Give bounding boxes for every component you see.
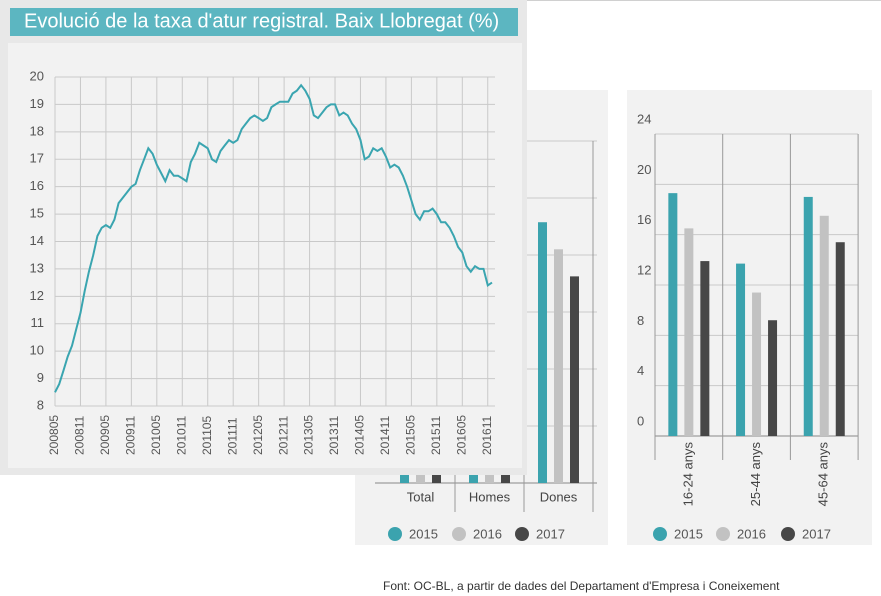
legend-swatch [515, 527, 529, 541]
x-tick-label: 201311 [327, 416, 341, 455]
y-tick-label: 18 [30, 123, 44, 138]
bar [668, 193, 678, 436]
bar [768, 320, 778, 436]
bar [819, 215, 829, 436]
y-tick-label: 8 [37, 397, 44, 412]
y-tick-label: 20 [637, 162, 651, 177]
bar [736, 263, 746, 436]
x-tick-label: 201411 [378, 416, 392, 455]
line-chart: Evolució de la taxa d'atur registral. Ba… [0, 0, 527, 475]
y-tick-label: 10 [30, 343, 44, 358]
y-tick-label: 8 [637, 313, 644, 328]
legend-swatch [452, 527, 466, 541]
x-tick-label: 45-64 anys [816, 442, 831, 507]
x-tick-label: 201605 [454, 415, 468, 455]
y-tick-label: 4 [637, 363, 644, 378]
chart-title: Evolució de la taxa d'atur registral. Ba… [24, 10, 499, 32]
legend-swatch [653, 527, 667, 541]
x-tick-label: 201211 [276, 416, 290, 455]
bar [570, 276, 579, 483]
legend-label: 2017 [536, 526, 565, 541]
x-tick-label: 201105 [200, 416, 214, 455]
x-tick-label: 201505 [404, 415, 418, 455]
legend-label: 2017 [802, 526, 831, 541]
panel [627, 90, 872, 545]
y-tick-label: 17 [30, 151, 44, 166]
x-tick-label: 200805 [47, 415, 61, 455]
bar [835, 242, 845, 436]
y-tick-label: 12 [637, 262, 651, 277]
x-tick-label: 201011 [174, 416, 188, 455]
x-tick-label: 201611 [480, 416, 494, 455]
legend-swatch [781, 527, 795, 541]
legend-label: 2015 [674, 526, 703, 541]
y-tick-label: 20 [30, 68, 44, 83]
bar [752, 292, 762, 436]
source-note: Font: OC-BL, a partir de dades del Depar… [383, 579, 780, 593]
x-tick-label: Total [407, 489, 435, 504]
y-tick-label: 24 [637, 111, 651, 126]
bar [700, 261, 710, 436]
legend-swatch [716, 527, 730, 541]
x-tick-label: 201405 [353, 415, 367, 455]
bar [803, 196, 813, 436]
legend-swatch [388, 527, 402, 541]
y-tick-label: 16 [637, 212, 651, 227]
age-chart: 0 4 8 12 16 20 24 16-24 anys 25-44 anys 45-64 any… [627, 90, 872, 545]
line-series [54, 83, 493, 393]
bar [684, 228, 694, 436]
x-tick-label: 25-44 anys [748, 442, 763, 507]
panel [8, 43, 522, 468]
x-tick-label: 200905 [98, 415, 112, 455]
y-tick-label: 19 [30, 96, 44, 111]
legend-label: 2015 [409, 526, 438, 541]
title-bar [10, 8, 518, 36]
y-tick-label: 16 [30, 178, 44, 193]
y-tick-label: 11 [31, 315, 45, 330]
legend-label: 2016 [737, 526, 766, 541]
x-tick-label: 201005 [149, 415, 163, 455]
x-tick-label: 200811 [73, 416, 87, 455]
y-tick-label: 15 [30, 206, 44, 221]
x-tick-label: 201305 [302, 415, 316, 455]
x-tick-label: Dones [540, 489, 578, 504]
bar [538, 222, 547, 483]
y-tick-label: 9 [37, 370, 44, 385]
legend-label: 2016 [473, 526, 502, 541]
x-tick-label: 201111 [225, 417, 239, 455]
x-tick-label: 200911 [124, 416, 138, 455]
x-tick-label: Homes [469, 489, 511, 504]
x-tick-label: 201511 [429, 416, 443, 455]
bar [554, 249, 563, 483]
y-tick-label: 0 [637, 413, 644, 428]
y-tick-label: 14 [30, 233, 44, 248]
y-tick-label: 12 [30, 288, 44, 303]
x-tick-label: 201205 [251, 415, 265, 455]
x-tick-label: 16-24 anys [680, 442, 695, 507]
y-tick-label: 13 [30, 260, 44, 275]
